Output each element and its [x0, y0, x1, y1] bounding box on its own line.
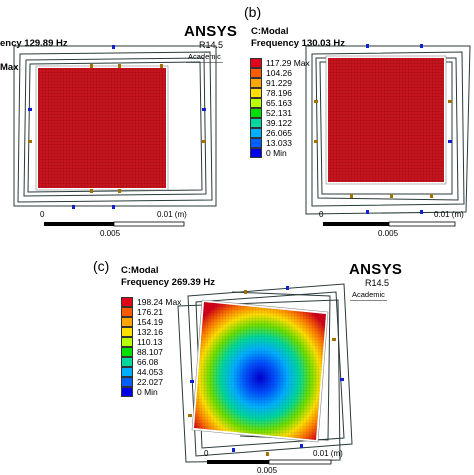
panel-c-ansys-logo: ANSYS: [349, 261, 403, 278]
panel-c-legend-label: 176.21: [137, 307, 163, 317]
panel-b-legend-swatch: [250, 128, 262, 138]
panel-b-legend-swatch: [250, 58, 262, 68]
panel-c-legend-label: 88.107: [137, 347, 163, 357]
panel-a-frequency: ency 129.89 Hz: [0, 38, 68, 49]
panel-c-legend-label: 110.13: [137, 337, 163, 347]
panel-c-scale-bar: [207, 459, 332, 465]
panel-c-legend-swatch: [121, 337, 133, 347]
panel-c-legend-swatch: [121, 367, 133, 377]
panel-c-frequency: Frequency 269.39 Hz: [121, 277, 215, 288]
panel-b-legend-label: 39.122: [266, 118, 292, 128]
panel-a-scale-right: 0.01 (m): [157, 210, 187, 219]
panel-c-legend-swatch: [121, 327, 133, 337]
panel-b-legend-swatch: [250, 98, 262, 108]
panel-c-legend-label: 44.053: [137, 367, 163, 377]
panel-b-legend-label: 0 Min: [266, 148, 287, 158]
panel-c-legend-label: 0 Min: [137, 387, 158, 397]
panel-b-frequency: Frequency 130.03 Hz: [251, 38, 345, 49]
panel-c-title: C:Modal: [121, 265, 159, 276]
panel-c-legend-swatch: [121, 357, 133, 367]
panel-b-mesh: [328, 58, 444, 182]
panel-b-legend-label: 104.26: [266, 68, 292, 78]
panel-b-legend-label: 117.29 Max: [266, 58, 310, 68]
panel-c-scale-left: 0: [204, 449, 209, 458]
panel-b-legend-label: 52.131: [266, 108, 292, 118]
panel-b-legend-label: 91.229: [266, 78, 292, 88]
panel-c-legend-label: 66.08: [137, 357, 159, 367]
panel-b-legend-swatch: [250, 78, 262, 88]
panel-c-legend-swatch: [121, 317, 133, 327]
panel-c-legend-label: 22.027: [137, 377, 163, 387]
panel-c-legend-swatch: [121, 297, 133, 307]
panel-b-title: C:Modal: [251, 26, 289, 37]
panel-c-legend-swatch: [121, 387, 133, 397]
panel-c-scale-right: 0.01 (m): [313, 449, 343, 458]
panel-b-scale-bar: [323, 221, 456, 227]
panel-a-ansys-logo: ANSYS: [184, 23, 238, 40]
panel-a-scale-bar: [44, 221, 185, 227]
panel-c-release: R14.5: [365, 278, 390, 288]
panel-a-mesh: [38, 68, 166, 188]
panel-b-legend-swatch: [250, 118, 262, 128]
panel-c-legend-label: 132.16: [137, 327, 163, 337]
panel-c-node-markers: [188, 286, 344, 456]
panel-b-legend-swatch: [250, 88, 262, 98]
panel-b-scale-mid: 0.005: [378, 229, 399, 238]
panel-b-legend-swatch: [250, 108, 262, 118]
panel-a-scale-mid: 0.005: [100, 229, 121, 238]
panel-b-node-markers: [314, 44, 452, 214]
panel-a-legend-max-fragment: Max: [0, 62, 19, 73]
panel-b-legend-label: 26.065: [266, 128, 292, 138]
panel-c-legend-label: 198.24 Max: [137, 297, 182, 307]
panel-c-legend-swatch: [121, 307, 133, 317]
panel-b-scale-left: 0: [319, 210, 324, 219]
panel-a-scale-left: 0: [40, 210, 45, 219]
panel-c-tag: (c): [93, 258, 110, 274]
panel-c-mesh: [191, 299, 329, 443]
panel-b-legend-swatch: [250, 148, 262, 158]
panel-b-tag: (b): [244, 4, 262, 20]
panel-c-scale-mid: 0.005: [257, 466, 278, 475]
panel-b-scale-right: 0.01 (m): [434, 210, 464, 219]
panel-b-legend-label: 78.196: [266, 88, 292, 98]
panel-b-legend-swatch: [250, 68, 262, 78]
panel-b-legend-label: 65.163: [266, 98, 292, 108]
panel-c-legend-swatch: [121, 347, 133, 357]
panel-c-academic-label: Academic: [350, 290, 387, 301]
panel-b-legend-label: 13.033: [266, 138, 292, 148]
panel-a-release: R14.5: [199, 40, 224, 50]
panel-c-legend-label: 154.19: [137, 317, 163, 327]
panel-a-node-markers: [28, 45, 206, 209]
panel-c-legend-swatch: [121, 377, 133, 387]
panel-b-legend-swatch: [250, 138, 262, 148]
